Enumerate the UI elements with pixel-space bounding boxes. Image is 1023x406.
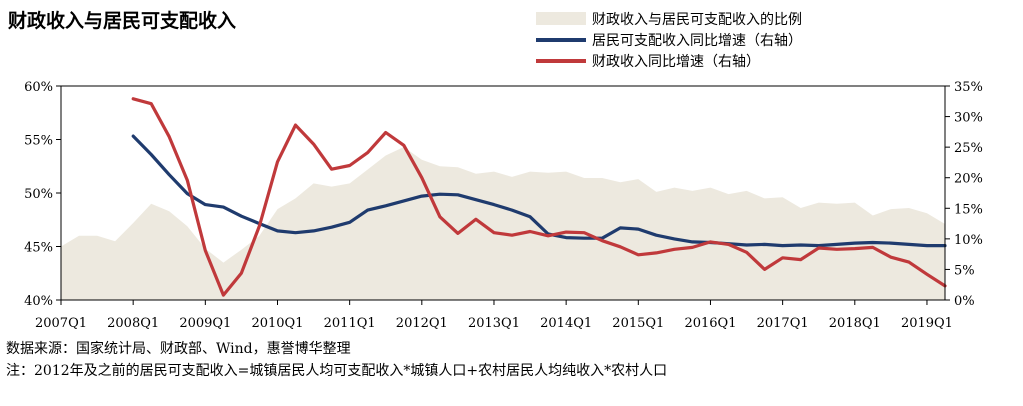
right-axis-tick-label: 20% <box>954 172 983 187</box>
legend-label-ratio: 财政收入与居民可支配收入的比例 <box>592 11 802 28</box>
right-axis-tick-label: 15% <box>954 202 983 217</box>
right-axis-tick-label: 25% <box>954 141 983 156</box>
legend-item-fiscal-growth: 财政收入同比增速（右轴） <box>536 50 802 71</box>
x-axis-tick-label: 2013Q1 <box>468 316 520 331</box>
x-axis-tick-label: 2019Q1 <box>901 316 953 331</box>
right-axis-tick-label: 0% <box>954 294 975 309</box>
series-area-ratio <box>61 147 945 300</box>
x-axis-tick-label: 2016Q1 <box>684 316 736 331</box>
x-axis-tick-label: 2017Q1 <box>757 316 809 331</box>
left-axis-tick-label: 50% <box>24 187 53 202</box>
series-line-income-growth <box>131 134 947 248</box>
footnote: 注：2012年及之前的居民可支配收入=城镇居民人均可支配收入*城镇人口+农村居民… <box>6 363 668 379</box>
legend-item-income-growth: 居民可支配收入同比增速（右轴） <box>536 29 802 50</box>
x-axis-tick-label: 2007Q1 <box>35 316 87 331</box>
x-axis-tick-label: 2014Q1 <box>540 316 592 331</box>
left-axis-tick-label: 55% <box>24 134 53 149</box>
right-axis-tick-label: 35% <box>954 80 983 95</box>
legend-item-ratio: 财政收入与居民可支配收入的比例 <box>536 8 802 29</box>
chart-title: 财政收入与居民可支配收入 <box>8 10 237 32</box>
x-axis-tick-label: 2018Q1 <box>829 316 881 331</box>
notes: 数据来源：国家统计局、财政部、Wind，惠誉博华整理 注：2012年及之前的居民… <box>6 338 667 382</box>
left-axis-tick-label: 45% <box>24 241 53 256</box>
x-axis-tick-label: 2010Q1 <box>251 316 303 331</box>
legend-swatch-area <box>536 12 586 25</box>
left-axis-tick-label: 60% <box>24 80 53 95</box>
x-axis-tick-label: 2011Q1 <box>324 316 376 331</box>
left-axis-tick-label: 40% <box>24 294 53 309</box>
chart-canvas: 40% 45% 50% 55% 60% 0% 5% 10% 15% 20% 25% 30% 35% 200… <box>24 80 983 331</box>
right-axis-tick-label: 10% <box>954 233 983 248</box>
right-axis-tick-label: 30% <box>954 111 983 126</box>
x-axis-tick-label: 2009Q1 <box>179 316 231 331</box>
legend-label-fiscal-growth: 财政收入同比增速（右轴） <box>592 53 760 70</box>
x-axis-tick-label: 2012Q1 <box>396 316 448 331</box>
source-note: 数据来源：国家统计局、财政部、Wind，惠誉博华整理 <box>6 341 351 357</box>
legend-swatch-blue-line <box>536 37 586 42</box>
legend: 财政收入与居民可支配收入的比例 居民可支配收入同比增速（右轴） 财政收入同比增速… <box>536 8 802 71</box>
right-axis-tick-label: 5% <box>954 263 975 278</box>
x-axis-tick-label: 2015Q1 <box>612 316 664 331</box>
x-axis-tick-label: 2008Q1 <box>107 316 159 331</box>
series-line-fiscal-growth <box>131 97 947 297</box>
legend-swatch-red-line <box>536 58 586 63</box>
legend-label-income-growth: 居民可支配收入同比增速（右轴） <box>592 32 802 49</box>
